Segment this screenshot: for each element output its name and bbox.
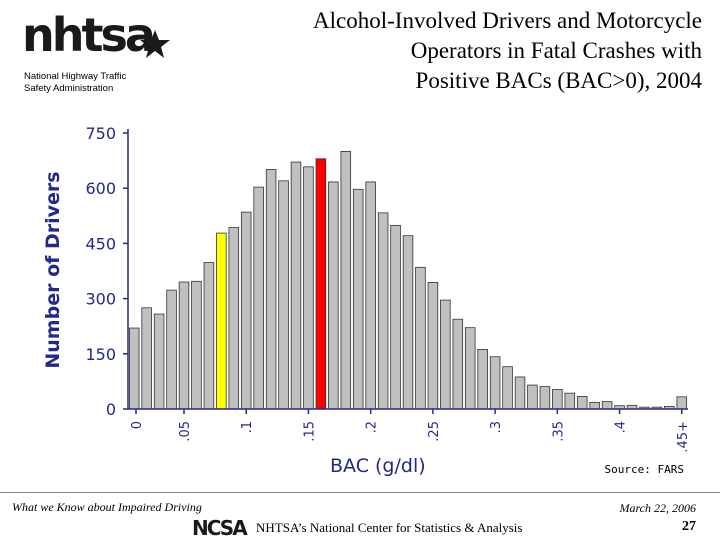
bar-bin-20 bbox=[365, 181, 376, 410]
bar-bin-30 bbox=[489, 356, 501, 410]
bar-bin-1 bbox=[128, 327, 140, 410]
x-tick-label: .4 bbox=[614, 421, 629, 433]
x-tick-label: .25 bbox=[427, 421, 442, 442]
bar-bin-29 bbox=[477, 348, 488, 410]
x-tick-label: .15 bbox=[302, 421, 317, 442]
nhtsa-logo: nhtsa bbox=[22, 8, 170, 62]
bar-bin-8 bbox=[216, 232, 227, 410]
footer-date: March 22, 2006 bbox=[619, 501, 696, 515]
x-tick-label: .1 bbox=[240, 421, 255, 433]
footer-organization: NHTSA’s National Center for Statistics &… bbox=[256, 520, 523, 535]
bar-bin-31 bbox=[502, 366, 513, 410]
source-note: Source: FARS bbox=[604, 463, 684, 476]
bar-bin-17 bbox=[328, 181, 339, 410]
bar-bin-15 bbox=[303, 166, 314, 410]
bar-bin-6 bbox=[191, 280, 202, 410]
bar-bin-7 bbox=[203, 262, 215, 410]
bar-bin-22 bbox=[390, 224, 401, 410]
bar-bin-4 bbox=[166, 289, 177, 410]
bar-bin-32 bbox=[514, 376, 526, 410]
agency-line-2: Safety Administration bbox=[24, 83, 114, 94]
x-tick-label: .45+ bbox=[676, 421, 691, 453]
bar-bin-9 bbox=[228, 227, 240, 410]
bar-bin-3 bbox=[153, 313, 165, 410]
x-tick-label: 0 bbox=[130, 421, 145, 429]
agency-name: National Highway Traffic Safety Administ… bbox=[24, 71, 184, 95]
bar-bin-23 bbox=[402, 235, 414, 410]
y-tick-label: 600 bbox=[85, 179, 116, 198]
title-line-1: Alcohol-Involved Drivers and Motorcycle bbox=[313, 8, 702, 33]
agency-line-1: National Highway Traffic bbox=[24, 71, 127, 82]
bar-bin-21 bbox=[377, 212, 389, 410]
bar-bin-2 bbox=[141, 307, 152, 410]
title-line-3: Positive BACs (BAC>0), 2004 bbox=[415, 68, 702, 93]
bar-bin-38 bbox=[589, 401, 600, 410]
x-tick-label: .2 bbox=[365, 421, 380, 433]
y-tick-label: 0 bbox=[106, 400, 116, 419]
footer-presentation-title: What we Know about Impaired Driving bbox=[12, 500, 202, 514]
bar-bin-5 bbox=[178, 281, 190, 410]
title-line-2: Operators in Fatal Crashes with bbox=[410, 38, 702, 63]
bar-bin-28 bbox=[464, 327, 476, 410]
bar-bin-24 bbox=[415, 266, 426, 410]
y-tick-label: 450 bbox=[85, 234, 116, 253]
bar-bin-33 bbox=[527, 384, 538, 410]
logo-wordmark: nhtsa bbox=[22, 8, 156, 62]
x-tick-label: .05 bbox=[178, 421, 193, 442]
bar-bin-12 bbox=[265, 169, 277, 410]
bar-bin-14 bbox=[290, 161, 302, 410]
bar-bin-26 bbox=[440, 299, 451, 410]
bar-bin-36 bbox=[564, 392, 576, 410]
bar-bin-39 bbox=[601, 401, 613, 410]
footer-divider bbox=[0, 492, 720, 493]
page-number: 27 bbox=[682, 519, 696, 534]
bar-bin-37 bbox=[576, 396, 588, 410]
x-tick-label: .35 bbox=[551, 421, 566, 442]
x-tick-label: .3 bbox=[489, 421, 504, 433]
bar-bin-16 bbox=[315, 158, 327, 410]
bar-bin-19 bbox=[352, 188, 364, 410]
x-axis-label: BAC (g/dl) bbox=[330, 455, 426, 477]
bar-bin-34 bbox=[539, 386, 551, 410]
bar-bin-18 bbox=[340, 150, 352, 410]
bar-bin-45 bbox=[676, 396, 688, 410]
bar-bin-35 bbox=[552, 389, 563, 410]
y-axis-label: Number of Drivers bbox=[42, 171, 64, 369]
bar-bin-25 bbox=[427, 282, 439, 410]
chart-title: Alcohol-Involved Drivers and Motorcycle … bbox=[202, 6, 702, 96]
bar-bin-27 bbox=[452, 318, 464, 410]
y-tick-label: 300 bbox=[85, 290, 116, 309]
bar-bin-13 bbox=[278, 180, 289, 410]
bar-bin-10 bbox=[240, 211, 252, 410]
y-tick-label: 150 bbox=[85, 345, 116, 364]
bar-bin-11 bbox=[253, 186, 264, 410]
y-tick-label: 750 bbox=[85, 124, 116, 143]
star-icon bbox=[140, 30, 170, 58]
ncsa-logo: NCSA bbox=[192, 516, 248, 540]
